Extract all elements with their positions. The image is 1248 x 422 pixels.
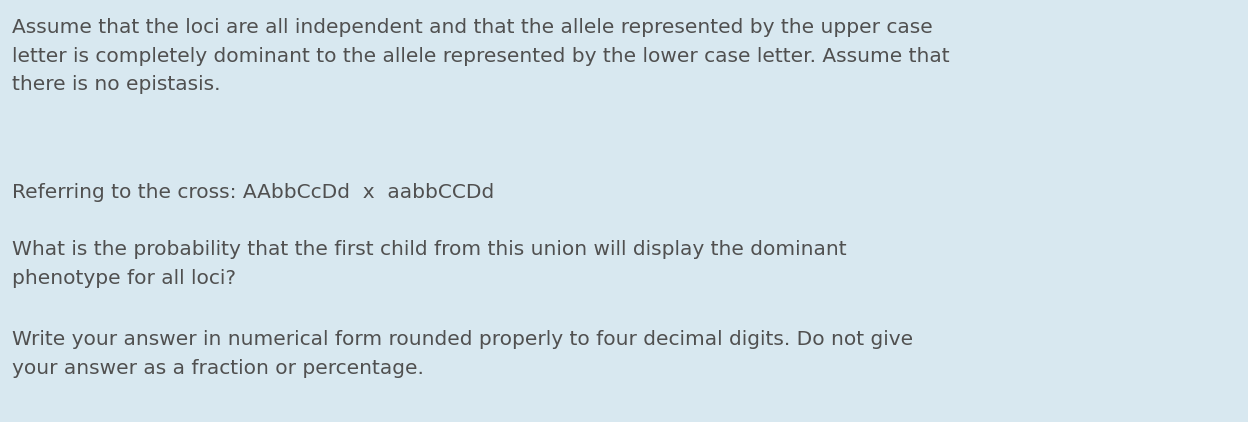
Text: Assume that the loci are all independent and that the allele represented by the : Assume that the loci are all independent… xyxy=(12,18,950,95)
Text: Write your answer in numerical form rounded properly to four decimal digits. Do : Write your answer in numerical form roun… xyxy=(12,330,914,378)
Text: Referring to the cross: AAbbCcDd  x  aabbCCDd: Referring to the cross: AAbbCcDd x aabbC… xyxy=(12,183,494,202)
Text: What is the probability that the first child from this union will display the do: What is the probability that the first c… xyxy=(12,240,846,288)
